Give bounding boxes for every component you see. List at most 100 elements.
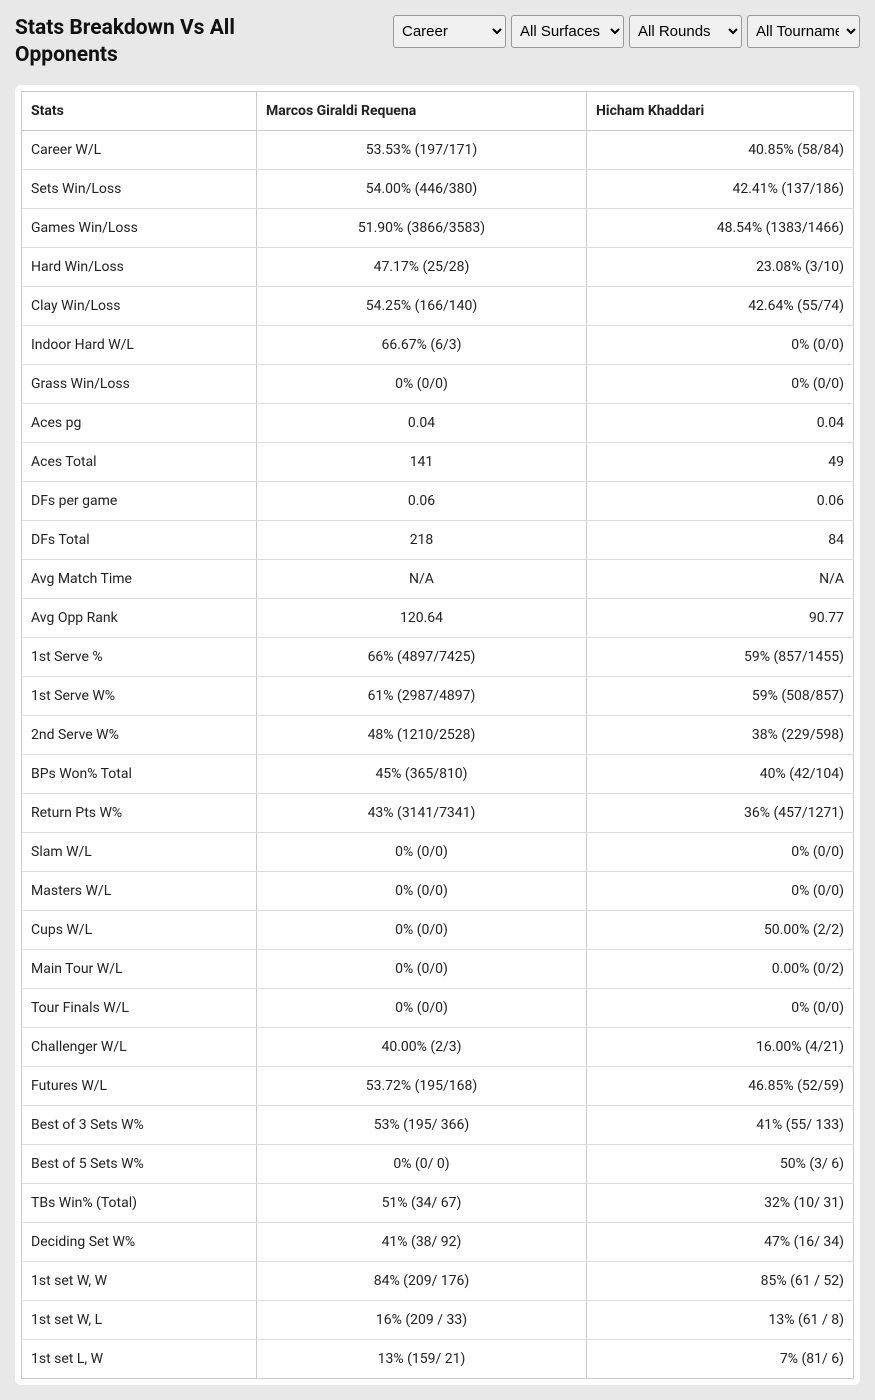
- table-row: Avg Match TimeN/AN/A: [22, 559, 854, 598]
- stat-player2: 32% (10/ 31): [587, 1183, 854, 1222]
- table-row: Challenger W/L40.00% (2/3)16.00% (4/21): [22, 1027, 854, 1066]
- stat-name: TBs Win% (Total): [22, 1183, 257, 1222]
- table-header-row: Stats Marcos Giraldi Requena Hicham Khad…: [22, 91, 854, 130]
- tournament-select[interactable]: All Tournaments: [747, 15, 860, 48]
- table-row: 1st Serve %66% (4897/7425)59% (857/1455): [22, 637, 854, 676]
- surface-select[interactable]: All Surfaces: [511, 15, 624, 48]
- table-row: Deciding Set W%41% (38/ 92)47% (16/ 34): [22, 1222, 854, 1261]
- table-row: Return Pts W%43% (3141/7341)36% (457/127…: [22, 793, 854, 832]
- table-row: Best of 3 Sets W%53% (195/ 366)41% (55/ …: [22, 1105, 854, 1144]
- stat-player1: 0% (0/0): [257, 988, 587, 1027]
- stat-player1: 0% (0/0): [257, 910, 587, 949]
- stat-name: 1st Serve W%: [22, 676, 257, 715]
- stat-name: Challenger W/L: [22, 1027, 257, 1066]
- stat-name: Futures W/L: [22, 1066, 257, 1105]
- header-player1: Marcos Giraldi Requena: [257, 91, 587, 130]
- table-row: 2nd Serve W%48% (1210/2528)38% (229/598): [22, 715, 854, 754]
- stat-player2: 16.00% (4/21): [587, 1027, 854, 1066]
- stat-player1: 53.53% (197/171): [257, 130, 587, 169]
- table-row: BPs Won% Total45% (365/810)40% (42/104): [22, 754, 854, 793]
- stat-name: 1st Serve %: [22, 637, 257, 676]
- table-row: Avg Opp Rank120.6490.77: [22, 598, 854, 637]
- stat-player2: 90.77: [587, 598, 854, 637]
- stat-name: Hard Win/Loss: [22, 247, 257, 286]
- stat-player2: 47% (16/ 34): [587, 1222, 854, 1261]
- table-row: DFs per game0.060.06: [22, 481, 854, 520]
- stat-player1: 0.04: [257, 403, 587, 442]
- table-row: Grass Win/Loss0% (0/0)0% (0/0): [22, 364, 854, 403]
- stat-player1: 40.00% (2/3): [257, 1027, 587, 1066]
- page-title: Stats Breakdown Vs All Opponents: [15, 15, 315, 70]
- career-select[interactable]: Career: [393, 15, 506, 48]
- table-row: Masters W/L0% (0/0)0% (0/0): [22, 871, 854, 910]
- stat-player2: 40% (42/104): [587, 754, 854, 793]
- stat-player2: 59% (508/857): [587, 676, 854, 715]
- stat-player2: 42.64% (55/74): [587, 286, 854, 325]
- stat-name: Avg Match Time: [22, 559, 257, 598]
- stat-player1: 84% (209/ 176): [257, 1261, 587, 1300]
- stat-player1: 53% (195/ 366): [257, 1105, 587, 1144]
- stat-player1: 54.25% (166/140): [257, 286, 587, 325]
- stat-player2: 41% (55/ 133): [587, 1105, 854, 1144]
- stat-name: Return Pts W%: [22, 793, 257, 832]
- stat-name: 2nd Serve W%: [22, 715, 257, 754]
- stat-player1: 53.72% (195/168): [257, 1066, 587, 1105]
- stat-player1: 0% (0/0): [257, 364, 587, 403]
- stat-player2: 50.00% (2/2): [587, 910, 854, 949]
- table-row: Games Win/Loss51.90% (3866/3583)48.54% (…: [22, 208, 854, 247]
- stat-player2: 0.06: [587, 481, 854, 520]
- stat-player2: 48.54% (1383/1466): [587, 208, 854, 247]
- stat-player1: 66% (4897/7425): [257, 637, 587, 676]
- stat-player1: 43% (3141/7341): [257, 793, 587, 832]
- stat-name: Deciding Set W%: [22, 1222, 257, 1261]
- stat-player2: 0% (0/0): [587, 832, 854, 871]
- stat-name: Avg Opp Rank: [22, 598, 257, 637]
- stat-player2: 50% (3/ 6): [587, 1144, 854, 1183]
- stat-player1: 54.00% (446/380): [257, 169, 587, 208]
- table-row: Best of 5 Sets W%0% (0/ 0)50% (3/ 6): [22, 1144, 854, 1183]
- stat-name: Clay Win/Loss: [22, 286, 257, 325]
- stat-player2: 46.85% (52/59): [587, 1066, 854, 1105]
- stat-name: Sets Win/Loss: [22, 169, 257, 208]
- stat-name: Slam W/L: [22, 832, 257, 871]
- stat-name: DFs per game: [22, 481, 257, 520]
- stat-player1: 0.06: [257, 481, 587, 520]
- rounds-select[interactable]: All Rounds: [629, 15, 742, 48]
- stat-player1: 48% (1210/2528): [257, 715, 587, 754]
- stat-player2: 59% (857/1455): [587, 637, 854, 676]
- table-row: TBs Win% (Total)51% (34/ 67)32% (10/ 31): [22, 1183, 854, 1222]
- stat-player1: N/A: [257, 559, 587, 598]
- table-row: Futures W/L53.72% (195/168)46.85% (52/59…: [22, 1066, 854, 1105]
- stat-name: Masters W/L: [22, 871, 257, 910]
- stat-name: Cups W/L: [22, 910, 257, 949]
- table-row: Clay Win/Loss54.25% (166/140)42.64% (55/…: [22, 286, 854, 325]
- stat-name: Career W/L: [22, 130, 257, 169]
- stat-player1: 0% (0/ 0): [257, 1144, 587, 1183]
- stat-player2: 23.08% (3/10): [587, 247, 854, 286]
- stat-name: Tour Finals W/L: [22, 988, 257, 1027]
- stat-name: BPs Won% Total: [22, 754, 257, 793]
- stat-player2: 0% (0/0): [587, 325, 854, 364]
- stat-player1: 51.90% (3866/3583): [257, 208, 587, 247]
- table-row: Sets Win/Loss54.00% (446/380)42.41% (137…: [22, 169, 854, 208]
- stat-name: DFs Total: [22, 520, 257, 559]
- stat-name: Aces pg: [22, 403, 257, 442]
- stats-table: Stats Marcos Giraldi Requena Hicham Khad…: [21, 91, 854, 1379]
- stat-name: 1st set W, L: [22, 1300, 257, 1339]
- filters: Career All Surfaces All Rounds All Tourn…: [393, 15, 860, 48]
- stat-player1: 16% (209 / 33): [257, 1300, 587, 1339]
- stat-player2: N/A: [587, 559, 854, 598]
- stat-player2: 36% (457/1271): [587, 793, 854, 832]
- table-row: Main Tour W/L0% (0/0)0.00% (0/2): [22, 949, 854, 988]
- table-row: 1st set L, W13% (159/ 21)7% (81/ 6): [22, 1339, 854, 1378]
- stat-player2: 0% (0/0): [587, 871, 854, 910]
- stat-player2: 0% (0/0): [587, 988, 854, 1027]
- table-row: DFs Total21884: [22, 520, 854, 559]
- stat-name: Best of 3 Sets W%: [22, 1105, 257, 1144]
- stat-player1: 218: [257, 520, 587, 559]
- stat-player2: 7% (81/ 6): [587, 1339, 854, 1378]
- stat-player1: 41% (38/ 92): [257, 1222, 587, 1261]
- stat-player1: 51% (34/ 67): [257, 1183, 587, 1222]
- stat-player1: 61% (2987/4897): [257, 676, 587, 715]
- stat-player2: 42.41% (137/186): [587, 169, 854, 208]
